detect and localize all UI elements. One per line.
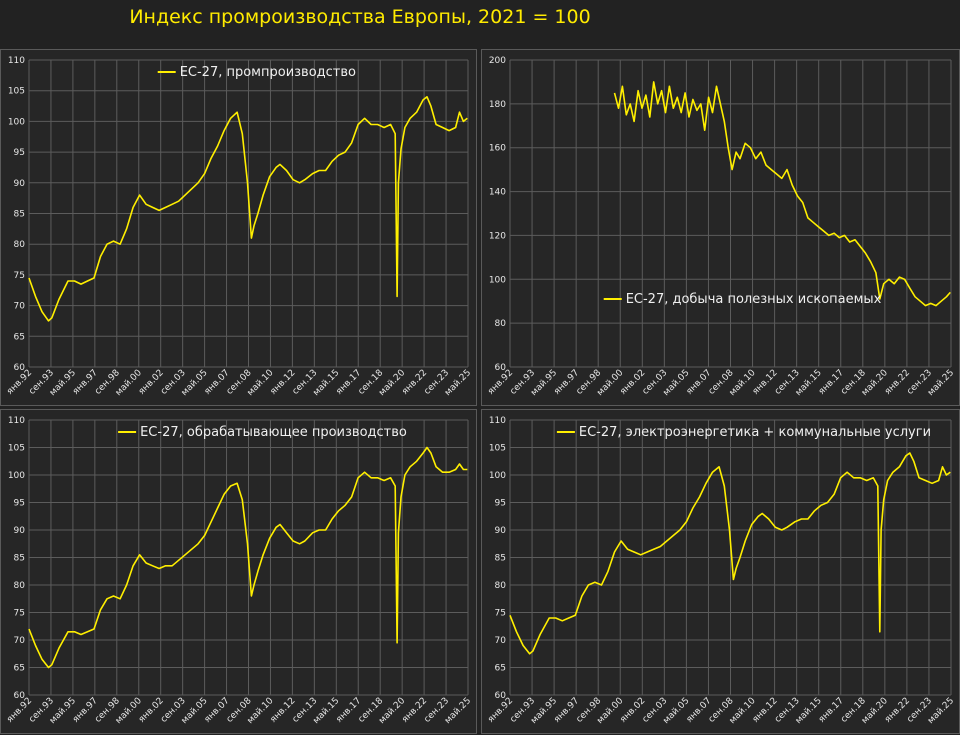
legend-label: ЕС-27, обрабатывающее производство [140,425,407,440]
y-tick-label: 95 [14,499,25,509]
y-tick-label: 105 [8,87,25,97]
y-tick-label: 105 [489,444,506,454]
chart-industrial-production: 6065707580859095100105110янв.92сен.93май… [5,56,473,398]
legend-label: ЕС-27, электроэнергетика + коммунальные … [579,425,931,440]
series-line [28,446,468,669]
series-line [509,452,951,655]
y-tick-label: 65 [495,664,506,674]
y-tick-label: 100 [489,471,506,481]
chart-utilities: 6065707580859095100105110янв.92сен.93май… [486,416,956,726]
chart-mining: 6080100120140160180200янв.92сен.93май.95… [486,56,956,398]
chart-panel-manufacturing: 60 65 70 75 80 85 90 95 100 105 110 янв.92 сен.93 май… [0,409,477,734]
y-tick-label: 75 [14,271,25,281]
y-tick-label: 95 [495,499,506,509]
y-tick-label: 75 [495,609,506,619]
y-tick-label: 140 [489,188,506,198]
y-tick-label: 100 [8,117,25,127]
y-tick-label: 80 [495,319,507,329]
y-tick-label: 120 [489,231,506,241]
y-tick-label: 65 [14,332,25,342]
y-tick-label: 80 [14,240,26,250]
chart-panel-industrial-production: 60 65 70 75 80 85 90 95 100 105 110 янв.92 сен.93 май… [0,49,477,406]
y-tick-label: 80 [14,581,26,591]
y-tick-label: 85 [495,554,506,564]
series-line [613,81,951,307]
page-title: Индекс промроизводства Европы, 2021 = 10… [129,6,591,28]
series-line [28,95,468,322]
y-tick-label: 60 [14,691,26,701]
y-tick-label: 60 [495,363,507,373]
chart-panel-mining: 60 80 100 120 140 160 180 200 янв.92 сен.93 май.95… [481,49,960,406]
y-tick-label: 70 [14,636,26,646]
chart-manufacturing: 6065707580859095100105110янв.92сен.93май… [5,416,473,726]
y-tick-label: 95 [14,148,25,158]
chart-panel-utilities: 60 65 70 75 80 85 90 95 100 105 110 янв.92 сен.93 май… [481,409,960,734]
y-tick-label: 180 [489,100,506,110]
y-tick-label: 90 [14,179,26,189]
legend-label: ЕС-27, добыча полезных ископаемых [626,292,882,307]
y-tick-label: 60 [495,691,507,701]
y-tick-label: 85 [14,554,25,564]
y-tick-label: 60 [14,363,26,373]
y-tick-label: 100 [8,471,25,481]
y-tick-label: 75 [14,609,25,619]
y-tick-label: 110 [489,416,506,426]
y-tick-label: 90 [495,526,507,536]
y-tick-label: 100 [489,275,506,285]
y-tick-label: 105 [8,444,25,454]
y-tick-label: 70 [495,636,507,646]
y-tick-label: 65 [14,664,25,674]
y-tick-label: 200 [489,56,506,66]
y-tick-label: 85 [14,210,25,220]
y-tick-label: 70 [14,302,26,312]
y-tick-label: 80 [495,581,507,591]
y-tick-label: 160 [489,144,506,154]
y-tick-label: 110 [8,56,25,66]
y-tick-label: 110 [8,416,25,426]
y-tick-label: 90 [14,526,26,536]
legend-label: ЕС-27, промпроизводство [180,65,356,80]
